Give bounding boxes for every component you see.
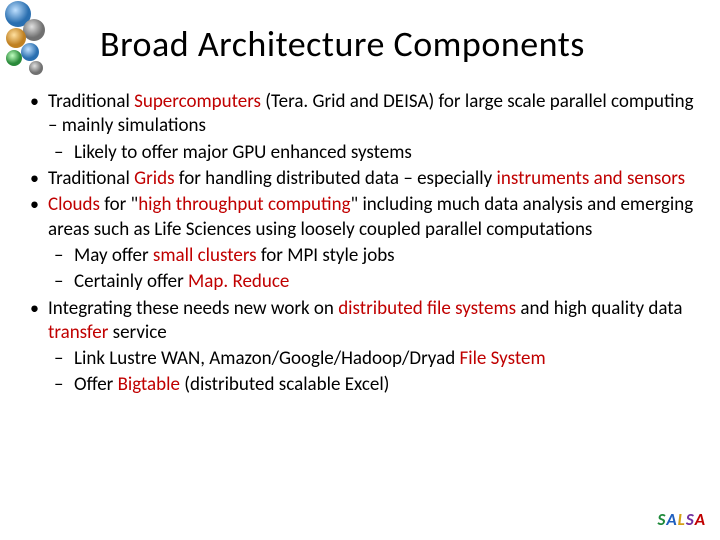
slide: Broad Architecture Components Traditiona… (0, 0, 720, 540)
highlight: high throughput computing (138, 193, 350, 216)
sub-bullet: May offer small clusters for MPI style j… (48, 244, 700, 268)
text: Traditional (48, 167, 134, 190)
text: Integrating these needs new work on (48, 297, 338, 320)
highlight: instruments and sensors (497, 167, 685, 190)
salsa-letter: A (666, 509, 677, 530)
sub-bullet: Link Lustre WAN, Amazon/Google/Hadoop/Dr… (48, 347, 700, 371)
text: for handling distributed data – especial… (175, 167, 497, 190)
highlight: small clusters (153, 244, 257, 267)
highlight: Bigtable (118, 373, 180, 396)
bullet-1: Traditional Supercomputers (Tera. Grid a… (26, 90, 700, 165)
text: Likely to offer major GPU enhanced syste… (74, 141, 412, 164)
sub-bullet: Offer Bigtable (distributed scalable Exc… (48, 373, 700, 397)
highlight: File System (459, 347, 545, 370)
sub-bullet: Certainly offer Map. Reduce (48, 270, 700, 294)
corner-logo (0, 0, 60, 80)
highlight: Clouds (48, 193, 100, 216)
salsa-letter: L (678, 509, 686, 530)
text: Link Lustre WAN, Amazon/Google/Hadoop/Dr… (74, 347, 459, 370)
text: service (108, 321, 166, 344)
slide-title: Broad Architecture Components (100, 22, 700, 66)
bullet-2: Traditional Grids for handling distribut… (26, 167, 700, 191)
salsa-letter: S (686, 509, 695, 530)
highlight: distributed file systems (338, 297, 516, 320)
sub-bullet: Likely to offer major GPU enhanced syste… (48, 141, 700, 165)
bullet-4: Integrating these needs new work on dist… (26, 297, 700, 398)
text: and high quality data (516, 297, 682, 320)
highlight: transfer (48, 321, 108, 344)
highlight: Map. Reduce (188, 270, 289, 293)
footer-salsa-logo: SALSA (658, 509, 706, 530)
highlight: Supercomputers (134, 90, 261, 113)
text: (distributed scalable Excel) (180, 373, 389, 396)
salsa-letter: A (695, 509, 706, 530)
text: May offer (74, 244, 153, 267)
text: for " (100, 193, 138, 216)
text: for MPI style jobs (257, 244, 395, 267)
text: Certainly offer (74, 270, 188, 293)
highlight: Grids (134, 167, 174, 190)
slide-body: Traditional Supercomputers (Tera. Grid a… (26, 90, 700, 400)
bullet-3: Clouds for "high throughput computing" i… (26, 193, 700, 294)
text: Offer (74, 373, 118, 396)
text: Traditional (48, 90, 134, 113)
